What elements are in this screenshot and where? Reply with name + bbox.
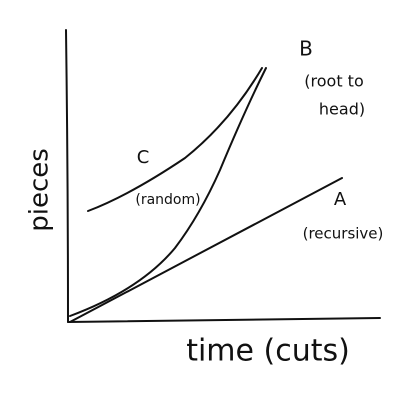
curve-label: head) [319,100,365,119]
curve-letter: B [299,37,313,61]
curve-letter: A [334,189,347,210]
curve-c [87,67,263,212]
y-axis-label: pieces [25,148,55,232]
y-axis [65,29,69,323]
curve-a [69,177,343,323]
curve-label: (recursive) [303,225,384,243]
x-axis [67,317,381,323]
x-axis-label: time (cuts) [186,334,350,369]
curve-letter: C [137,147,150,168]
curve-label: (root to [304,72,363,91]
curve-b [69,67,267,317]
curve-label: (random) [135,192,200,208]
